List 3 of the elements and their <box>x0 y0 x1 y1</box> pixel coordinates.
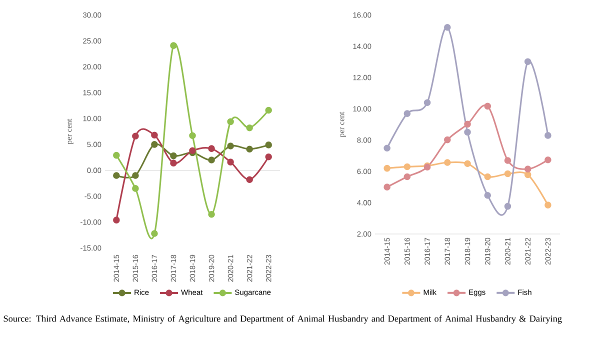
y-axis-title: per cent <box>67 118 74 144</box>
y-axis-title: per cent <box>340 112 346 138</box>
source-note: Source: Third Advance Estimate, Ministry of Agriculture and Department of Animal Husbandry and Department of Animal Husbandry & Dairying <box>4 315 562 324</box>
